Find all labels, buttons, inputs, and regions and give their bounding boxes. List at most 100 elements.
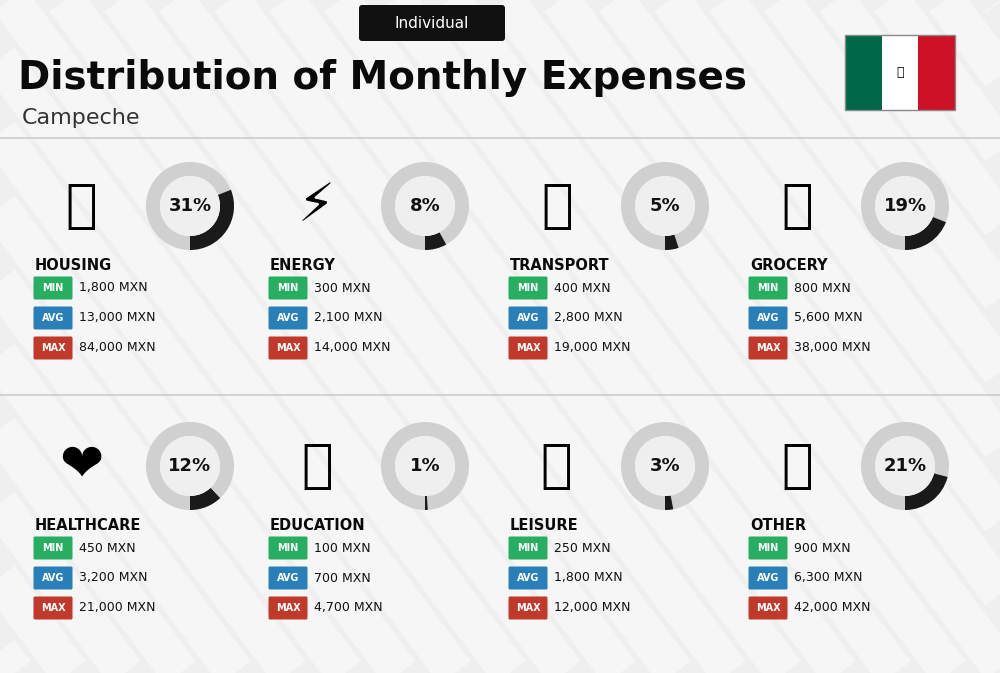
Text: 800 MXN: 800 MXN — [794, 281, 851, 295]
Wedge shape — [665, 495, 673, 510]
Text: Distribution of Monthly Expenses: Distribution of Monthly Expenses — [18, 59, 747, 97]
Wedge shape — [146, 422, 234, 510]
Text: AVG: AVG — [42, 573, 64, 583]
Bar — [882, 35, 918, 110]
Text: AVG: AVG — [757, 573, 779, 583]
Text: 19%: 19% — [883, 197, 927, 215]
Text: MAX: MAX — [41, 343, 65, 353]
Text: 84,000 MXN: 84,000 MXN — [79, 341, 156, 355]
Text: AVG: AVG — [517, 313, 539, 323]
Text: MIN: MIN — [42, 283, 64, 293]
Text: 🚌: 🚌 — [541, 180, 573, 232]
Text: 🛍️: 🛍️ — [541, 440, 573, 492]
FancyBboxPatch shape — [34, 567, 72, 590]
Text: MAX: MAX — [756, 343, 780, 353]
Text: 🦅: 🦅 — [896, 66, 904, 79]
Wedge shape — [621, 422, 709, 510]
Text: 3%: 3% — [650, 457, 680, 475]
FancyBboxPatch shape — [268, 306, 308, 330]
Text: 21%: 21% — [883, 457, 927, 475]
Text: 31%: 31% — [168, 197, 212, 215]
Text: AVG: AVG — [757, 313, 779, 323]
Circle shape — [635, 176, 695, 236]
Text: 🎓: 🎓 — [301, 440, 333, 492]
FancyBboxPatch shape — [748, 596, 788, 620]
Text: 700 MXN: 700 MXN — [314, 571, 371, 584]
Bar — [845, 35, 955, 110]
FancyBboxPatch shape — [748, 277, 788, 299]
FancyBboxPatch shape — [748, 536, 788, 559]
Text: ENERGY: ENERGY — [270, 258, 336, 273]
Wedge shape — [861, 162, 949, 250]
FancyBboxPatch shape — [34, 277, 72, 299]
Text: AVG: AVG — [277, 313, 299, 323]
FancyBboxPatch shape — [34, 536, 72, 559]
Text: Campeche: Campeche — [22, 108, 140, 128]
Text: LEISURE: LEISURE — [510, 518, 579, 534]
FancyBboxPatch shape — [748, 567, 788, 590]
Text: Individual: Individual — [395, 15, 469, 30]
Text: 2,800 MXN: 2,800 MXN — [554, 312, 623, 324]
Text: 5%: 5% — [650, 197, 680, 215]
Text: AVG: AVG — [277, 573, 299, 583]
FancyBboxPatch shape — [268, 277, 308, 299]
Text: MAX: MAX — [41, 603, 65, 613]
Wedge shape — [621, 162, 709, 250]
Text: HOUSING: HOUSING — [35, 258, 112, 273]
Text: MAX: MAX — [276, 603, 300, 613]
Bar — [918, 35, 955, 110]
Text: 100 MXN: 100 MXN — [314, 542, 371, 555]
Text: HEALTHCARE: HEALTHCARE — [35, 518, 141, 534]
Text: 38,000 MXN: 38,000 MXN — [794, 341, 871, 355]
Text: 12,000 MXN: 12,000 MXN — [554, 602, 631, 614]
Text: GROCERY: GROCERY — [750, 258, 828, 273]
Text: 12%: 12% — [168, 457, 212, 475]
Wedge shape — [190, 190, 234, 250]
Circle shape — [160, 176, 220, 236]
FancyBboxPatch shape — [509, 596, 548, 620]
Text: 13,000 MXN: 13,000 MXN — [79, 312, 156, 324]
Text: TRANSPORT: TRANSPORT — [510, 258, 610, 273]
Text: 250 MXN: 250 MXN — [554, 542, 611, 555]
Text: ⚡️: ⚡️ — [298, 180, 336, 232]
FancyBboxPatch shape — [509, 336, 548, 359]
FancyBboxPatch shape — [748, 336, 788, 359]
Text: MIN: MIN — [277, 543, 299, 553]
Text: MIN: MIN — [757, 543, 779, 553]
Circle shape — [395, 176, 455, 236]
Wedge shape — [146, 162, 234, 250]
Text: 3,200 MXN: 3,200 MXN — [79, 571, 148, 584]
FancyBboxPatch shape — [509, 277, 548, 299]
Text: OTHER: OTHER — [750, 518, 806, 534]
Wedge shape — [905, 217, 946, 250]
Text: 21,000 MXN: 21,000 MXN — [79, 602, 156, 614]
Text: 300 MXN: 300 MXN — [314, 281, 371, 295]
Circle shape — [875, 176, 935, 236]
Text: EDUCATION: EDUCATION — [270, 518, 366, 534]
FancyBboxPatch shape — [748, 306, 788, 330]
Text: MAX: MAX — [516, 603, 540, 613]
FancyBboxPatch shape — [509, 536, 548, 559]
Text: 6,300 MXN: 6,300 MXN — [794, 571, 862, 584]
Text: 14,000 MXN: 14,000 MXN — [314, 341, 390, 355]
FancyBboxPatch shape — [509, 567, 548, 590]
FancyBboxPatch shape — [359, 5, 505, 41]
Wedge shape — [425, 232, 446, 250]
Circle shape — [875, 436, 935, 496]
Text: 4,700 MXN: 4,700 MXN — [314, 602, 383, 614]
Text: MIN: MIN — [517, 543, 539, 553]
Text: 🛒: 🛒 — [781, 180, 813, 232]
Text: AVG: AVG — [42, 313, 64, 323]
Circle shape — [395, 436, 455, 496]
FancyBboxPatch shape — [34, 336, 72, 359]
Text: 2,100 MXN: 2,100 MXN — [314, 312, 382, 324]
Text: 5,600 MXN: 5,600 MXN — [794, 312, 863, 324]
Wedge shape — [905, 474, 948, 510]
Text: 42,000 MXN: 42,000 MXN — [794, 602, 870, 614]
Wedge shape — [381, 422, 469, 510]
FancyBboxPatch shape — [34, 596, 72, 620]
Wedge shape — [861, 422, 949, 510]
Bar — [845, 35, 882, 110]
Text: 🏗️: 🏗️ — [66, 180, 98, 232]
Text: 19,000 MXN: 19,000 MXN — [554, 341, 631, 355]
